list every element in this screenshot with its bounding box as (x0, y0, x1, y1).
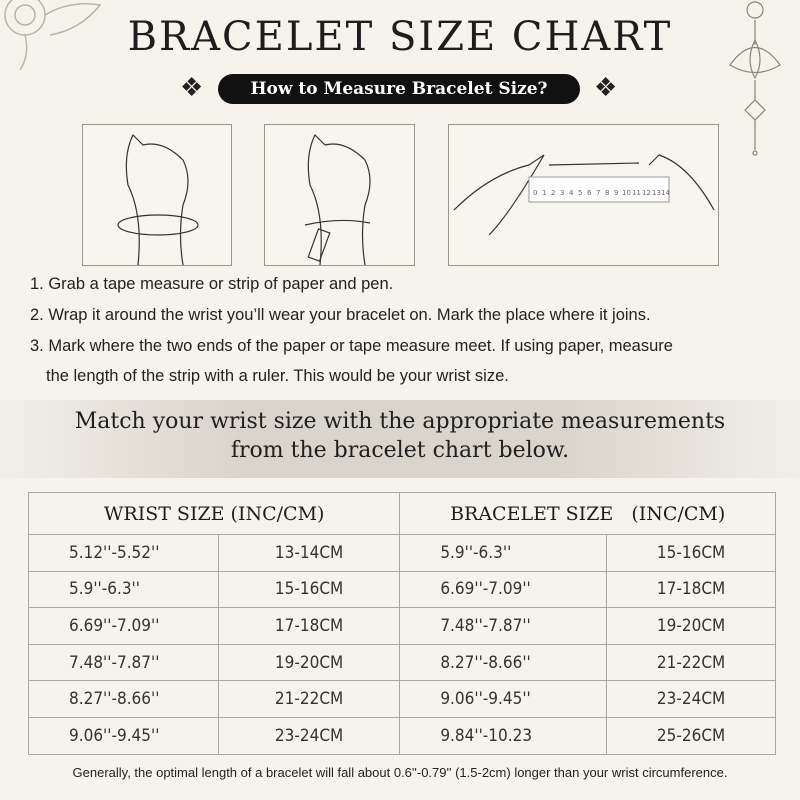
wrist-cm-cell: 13-14CM (217, 534, 401, 572)
svg-text:2: 2 (551, 189, 555, 197)
bracelet-inch-cell: 7.48''-7.87'' (399, 607, 608, 645)
svg-text:3: 3 (560, 189, 564, 197)
wrist-cm-cell: 15-16CM (217, 570, 401, 609)
bracelet-cm-cell: 19-20CM (606, 607, 776, 645)
bracelet-cm-cell: 17-18CM (606, 570, 776, 609)
svg-text:13: 13 (652, 189, 661, 197)
svg-text:10: 10 (622, 189, 631, 197)
lotus-pendant-icon (729, 1, 781, 156)
wrist-cm-cell: 19-20CM (217, 643, 401, 682)
footer-note: Generally, the optimal length of a brace… (72, 765, 728, 780)
table-row: 5.12''-5.52'' 13-14CM 5.9''-6.3'' 15-16CM (28, 534, 776, 572)
bracelet-inch-cell: 5.9''-6.3'' (399, 534, 608, 572)
table-header-row: WRIST SIZE (INC/CM) BRACELET SIZE (INC/CM… (27, 492, 776, 535)
bracelet-cm-cell: 23-24CM (606, 680, 776, 718)
bracelet-cm-cell: 15-16CM (606, 534, 776, 572)
svg-text:9: 9 (614, 189, 618, 197)
swirl-right-icon: ❖ (594, 72, 618, 102)
wrist-inch-cell: 9.06''-9.45'' (28, 716, 219, 755)
step-3: 3. Mark where the two ends of the paper … (30, 337, 673, 355)
instruction-band: Match your wrist size with the appropria… (0, 400, 800, 478)
bracelet-inch-cell: 6.69''-7.09'' (399, 570, 608, 609)
mandala-ornament-icon (4, 0, 102, 70)
svg-text:0: 0 (533, 189, 537, 197)
table-row: 6.69''-7.09'' 17-18CM 7.48''-7.87'' 19-20CM (28, 607, 776, 645)
wrist-inch-cell: 8.27''-8.66'' (28, 680, 219, 718)
wrist-cm-cell: 17-18CM (217, 607, 401, 645)
wrist-inch-cell: 5.9''-6.3'' (28, 570, 219, 609)
wrist-cm-cell: 21-22CM (217, 680, 401, 718)
bracelet-cm-cell: 21-22CM (606, 643, 776, 682)
step-1: 1. Grab a tape measure or strip of paper… (30, 275, 394, 293)
page-title: BRACELET SIZE CHART (127, 14, 673, 60)
illustration-mark-wrist (264, 124, 415, 266)
size-table: WRIST SIZE (INC/CM) BRACELET SIZE (INC/CM… (27, 492, 776, 755)
wrist-inch-cell: 5.12''-5.52'' (28, 534, 219, 572)
ruler-numbers: 0 1 2 3 4 5 6 7 8 9 10 11 12 13 14 (533, 189, 670, 197)
bracelet-inch-cell: 8.27''-8.66'' (399, 643, 608, 682)
bracelet-inch-cell: 9.84''-10.23 (399, 716, 608, 755)
table-row: 8.27''-8.66'' 21-22CM 9.06''-9.45'' 23-24CM (28, 680, 776, 718)
subtitle-pill: How to Measure Bracelet Size? (218, 74, 580, 104)
wrist-inch-cell: 7.48''-7.87'' (28, 643, 219, 682)
step-3-continued: the length of the strip with a ruler. Th… (46, 367, 509, 385)
table-row: 7.48''-7.87'' 19-20CM 8.27''-8.66'' 21-22CM (28, 643, 776, 682)
svg-text:7: 7 (596, 189, 600, 197)
svg-text:12: 12 (642, 189, 651, 197)
table-row: 5.9''-6.3'' 15-16CM 6.69''-7.09'' 17-18CM (28, 570, 776, 609)
band-line-1: Match your wrist size with the appropria… (74, 409, 726, 434)
svg-text:14: 14 (661, 189, 670, 197)
wrist-size-header: WRIST SIZE (INC/CM) (27, 492, 401, 535)
bracelet-inch-cell: 9.06''-9.45'' (399, 680, 608, 718)
step-2: 2. Wrap it around the wrist you’ll wear … (30, 306, 651, 324)
illustration-ruler-measure: 0 1 2 3 4 5 6 7 8 9 10 11 12 13 14 (448, 124, 719, 266)
svg-text:8: 8 (605, 189, 609, 197)
svg-text:6: 6 (587, 189, 592, 197)
bracelet-cm-cell: 25-26CM (606, 716, 776, 755)
illustration-wrap-wrist (82, 124, 232, 266)
bracelet-size-header: BRACELET SIZE (INC/CM) (399, 492, 776, 535)
svg-text:1: 1 (542, 189, 546, 197)
svg-text:11: 11 (632, 189, 641, 197)
swirl-left-icon: ❖ (180, 72, 204, 102)
svg-text:5: 5 (578, 189, 582, 197)
band-line-2: from the bracelet chart below. (230, 438, 570, 463)
table-row: 9.06''-9.45'' 23-24CM 9.84''-10.23 25-26CM (28, 716, 776, 755)
wrist-inch-cell: 6.69''-7.09'' (28, 607, 219, 645)
svg-text:4: 4 (569, 189, 574, 197)
wrist-cm-cell: 23-24CM (217, 716, 401, 755)
